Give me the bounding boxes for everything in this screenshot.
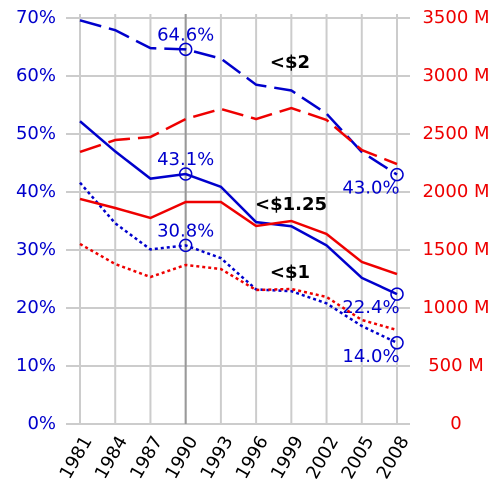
y-tick-label: 70% bbox=[16, 7, 56, 28]
y2-tick-label: 2500 M bbox=[422, 123, 489, 144]
series-line bbox=[79, 19, 398, 176]
series-name: <$1 bbox=[270, 262, 310, 283]
data-label: 30.8% bbox=[157, 220, 214, 241]
x-tick-label: 1999 bbox=[267, 433, 308, 483]
x-tick-label: 2002 bbox=[302, 433, 343, 483]
series-line bbox=[79, 181, 398, 344]
x-tick-label: 2005 bbox=[337, 433, 378, 483]
data-label: 14.0% bbox=[342, 346, 399, 367]
y-tick-label: 50% bbox=[16, 123, 56, 144]
data-point bbox=[178, 167, 193, 181]
y2-tick-label: 3000 M bbox=[422, 65, 489, 86]
y-tick-label: 40% bbox=[16, 181, 56, 202]
x-tick-label: 2008 bbox=[373, 433, 414, 483]
y2-tick-label: 2000 M bbox=[422, 181, 489, 202]
x-tick-label: 1996 bbox=[232, 433, 273, 483]
x-tick-label: 1987 bbox=[126, 433, 167, 483]
data-label: 43.0% bbox=[342, 178, 399, 199]
y2-tick-label: 1500 M bbox=[422, 239, 489, 260]
y2-tick-label: 3500 M bbox=[422, 7, 489, 28]
y2-tick-label: 0 bbox=[450, 413, 461, 434]
x-tick-label: 1984 bbox=[91, 433, 132, 483]
y-tick-label: 0% bbox=[27, 413, 56, 434]
data-point bbox=[390, 287, 404, 301]
series-line bbox=[79, 197, 398, 276]
y-tick-label: 30% bbox=[16, 239, 56, 260]
series-line bbox=[79, 106, 398, 166]
series-name: <$1.25 bbox=[255, 194, 327, 215]
y-tick-label: 10% bbox=[16, 355, 56, 376]
data-label: 64.6% bbox=[157, 24, 214, 45]
data-point bbox=[390, 167, 404, 182]
data-label: 43.1% bbox=[157, 149, 214, 170]
y2-tick-label: 1000 M bbox=[422, 297, 489, 318]
y2-tick-label: 500 M bbox=[428, 355, 484, 376]
x-tick-label: 1981 bbox=[56, 433, 97, 483]
x-tick-label: 1990 bbox=[161, 433, 202, 483]
data-point bbox=[178, 238, 193, 253]
data-point bbox=[390, 336, 404, 350]
series-line bbox=[79, 242, 398, 332]
y-tick-label: 20% bbox=[16, 297, 56, 318]
series-name: <$2 bbox=[270, 52, 310, 73]
series-line bbox=[79, 120, 398, 296]
data-label: 22.4% bbox=[342, 297, 399, 318]
data-point bbox=[178, 42, 193, 57]
y-tick-label: 60% bbox=[16, 65, 56, 86]
x-tick-label: 1993 bbox=[196, 433, 237, 483]
